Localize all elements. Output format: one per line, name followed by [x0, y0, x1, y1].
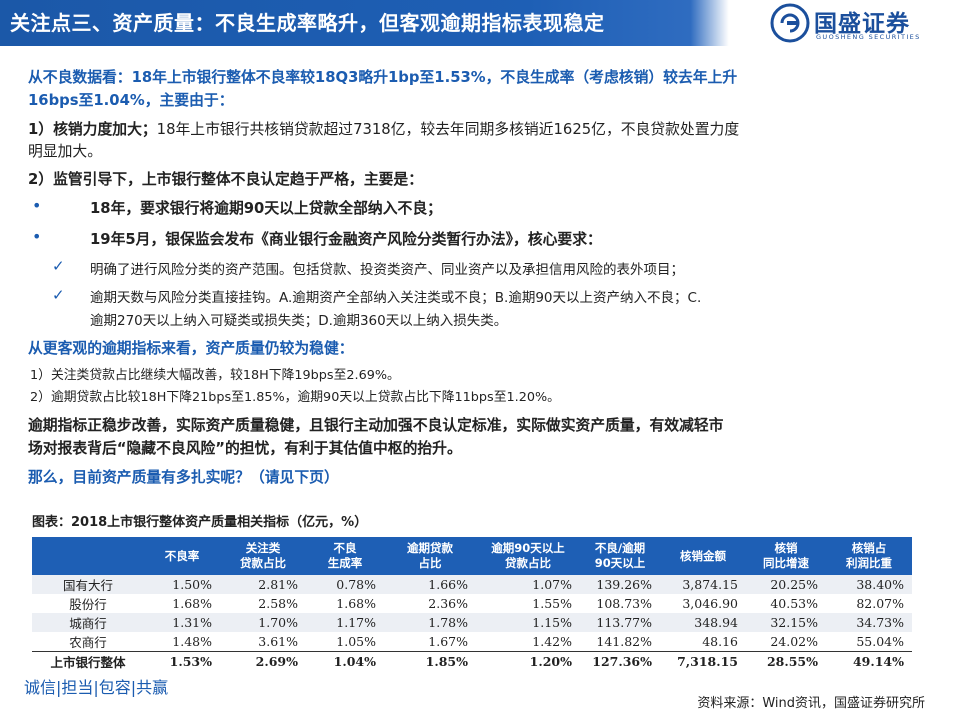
conclusion-line-1: 逾期指标正稳步改善，实际资产质量稳健，且银行主动加强不良认定标准，实际做实资产质…: [28, 417, 724, 434]
table-cell: 0.78%: [306, 575, 384, 594]
table-total-row: 上市银行整体 1.53% 2.69% 1.04% 1.85% 1.20% 127…: [32, 651, 912, 671]
check-item-2: 逾期天数与风险分类直接挂钩。A.逾期资产全部纳入关注类或不良；B.逾期90天以上…: [90, 290, 702, 306]
table-header-cell: 不良 生成率: [306, 537, 384, 575]
table-cell: 127.36%: [580, 651, 660, 671]
data-source-note: 资料来源：Wind资讯，国盛证券研究所: [697, 696, 925, 711]
table-cell: 3,046.90: [660, 594, 746, 613]
bullet-2: 19年5月，银保监会发布《商业银行金融资产风险分类暂行办法》，核心要求：: [90, 231, 602, 248]
table-cell: 24.02%: [746, 632, 826, 652]
table-cell: 40.53%: [746, 594, 826, 613]
table-cell: 113.77%: [580, 613, 660, 632]
table-header-cell: 不良/逾期 90天以上: [580, 537, 660, 575]
table-cell: 1.70%: [220, 613, 306, 632]
table-cell: 2.69%: [220, 651, 306, 671]
table-cell: 139.26%: [580, 575, 660, 594]
table-cell: 1.17%: [306, 613, 384, 632]
table-cell: 108.73%: [580, 594, 660, 613]
table-cell: 1.50%: [144, 575, 220, 594]
table-cell: 32.15%: [746, 613, 826, 632]
table-row: 城商行 1.31% 1.70% 1.17% 1.78% 1.15% 113.77…: [32, 613, 912, 632]
table-cell: 1.68%: [144, 594, 220, 613]
bullet-dot: •: [32, 227, 42, 246]
table-header-cell: 逾期90天以上 贷款占比: [476, 537, 580, 575]
overdue-heading: 从更客观的逾期指标来看，资产质量仍较为稳健：: [28, 340, 354, 357]
table-cell: 2.36%: [384, 594, 476, 613]
table-cell: 82.07%: [826, 594, 912, 613]
table-cell: 141.82%: [580, 632, 660, 652]
table-header-cell: 核销占 利润比重: [826, 537, 912, 575]
intro-line-2: 16bps至1.04%，主要由于：: [28, 92, 234, 109]
table-cell: 1.42%: [476, 632, 580, 652]
table-cell: 28.55%: [746, 651, 826, 671]
slide-title: 关注点三、资产质量：不良生成率略升，但客观逾期指标表现稳定: [10, 11, 605, 35]
table-caption: 图表：2018上市银行整体资产质量相关指标（亿元，%）: [32, 515, 368, 530]
table-header-row: 不良率 关注类 贷款占比 不良 生成率 逾期贷款 占比 逾期90天以上 贷款占比…: [32, 537, 912, 575]
asset-quality-table: 不良率 关注类 贷款占比 不良 生成率 逾期贷款 占比 逾期90天以上 贷款占比…: [32, 537, 912, 671]
check-icon: ✓: [52, 257, 65, 275]
point-1-label: 1）核销力度加大；: [28, 121, 157, 138]
logo-emblem-icon: [770, 3, 810, 43]
table-header-cell: 核销金额: [660, 537, 746, 575]
overdue-point-1: 1）关注类贷款占比继续大幅改善，较18H下降19bps至2.69%。: [30, 368, 400, 383]
table-header-cell: [32, 537, 144, 575]
table-cell: 1.48%: [144, 632, 220, 652]
table-cell: 1.66%: [384, 575, 476, 594]
table-cell: 34.73%: [826, 613, 912, 632]
table-cell: 1.78%: [384, 613, 476, 632]
table-header-cell: 关注类 贷款占比: [220, 537, 306, 575]
point-1: 1）核销力度加大；18年上市银行共核销贷款超过7318亿，较去年同期多核销近16…: [28, 118, 739, 139]
table-cell: 1.04%: [306, 651, 384, 671]
table-cell: 20.25%: [746, 575, 826, 594]
table-cell: 2.58%: [220, 594, 306, 613]
table-cell: 1.20%: [476, 651, 580, 671]
table-cell: 49.14%: [826, 651, 912, 671]
check-item-2-continued: 逾期270天以上纳入可疑类或损失类；D.逾期360天以上纳入损失类。: [90, 313, 508, 329]
check-item-1: 明确了进行风险分类的资产范围。包括贷款、投资类资产、同业资产以及承担信用风险的表…: [90, 262, 684, 278]
footer-slogan: 诚信|担当|包容|共赢: [24, 678, 169, 697]
question-line: 那么，目前资产质量有多扎实呢？（请见下页）: [28, 469, 339, 486]
table-cell: 7,318.15: [660, 651, 746, 671]
table-cell: 1.31%: [144, 613, 220, 632]
table-header-cell: 逾期贷款 占比: [384, 537, 476, 575]
table-cell: 1.67%: [384, 632, 476, 652]
overdue-point-2: 2）逾期贷款占比较18H下降21bps至1.85%，逾期90天以上贷款占比下降1…: [30, 390, 560, 405]
table-cell: 1.53%: [144, 651, 220, 671]
bullet-1: 18年，要求银行将逾期90天以上贷款全部纳入不良；: [90, 200, 442, 217]
table-cell: 1.85%: [384, 651, 476, 671]
table-header-cell: 核销 同比增速: [746, 537, 826, 575]
table-cell: 38.40%: [826, 575, 912, 594]
conclusion-line-2: 场对报表背后“隐藏不良风险”的担忧，有利于其估值中枢的抬升。: [28, 440, 462, 457]
row-label: 国有大行: [32, 575, 144, 594]
logo-text: 国盛证券: [814, 11, 910, 37]
table-cell: 348.94: [660, 613, 746, 632]
row-label: 上市银行整体: [32, 651, 144, 671]
table-cell: 1.07%: [476, 575, 580, 594]
row-label: 城商行: [32, 613, 144, 632]
point-1-continued: 明显加大。: [28, 143, 102, 160]
table-row: 股份行 1.68% 2.58% 1.68% 2.36% 1.55% 108.73…: [32, 594, 912, 613]
table-row: 农商行 1.48% 3.61% 1.05% 1.67% 1.42% 141.82…: [32, 632, 912, 652]
company-logo: 国盛证券 GUOSHENG SECURITIES: [770, 3, 955, 43]
point-1-text: 18年上市银行共核销贷款超过7318亿，较去年同期多核销近1625亿，不良贷款处…: [156, 121, 740, 138]
intro-line-1: 从不良数据看：18年上市银行整体不良率较18Q3略升1bp至1.53%，不良生成…: [28, 69, 738, 86]
bullet-dot: •: [32, 196, 42, 215]
table-row: 国有大行 1.50% 2.81% 0.78% 1.66% 1.07% 139.2…: [32, 575, 912, 594]
row-label: 股份行: [32, 594, 144, 613]
table-cell: 1.55%: [476, 594, 580, 613]
table-cell: 1.05%: [306, 632, 384, 652]
table-cell: 55.04%: [826, 632, 912, 652]
table-cell: 2.81%: [220, 575, 306, 594]
logo-subtext: GUOSHENG SECURITIES: [816, 33, 921, 41]
table-cell: 3,874.15: [660, 575, 746, 594]
table-cell: 48.16: [660, 632, 746, 652]
table-cell: 1.15%: [476, 613, 580, 632]
row-label: 农商行: [32, 632, 144, 652]
table-cell: 3.61%: [220, 632, 306, 652]
table-cell: 1.68%: [306, 594, 384, 613]
table-header-cell: 不良率: [144, 537, 220, 575]
point-2: 2）监管引导下，上市银行整体不良认定趋于严格，主要是：: [28, 171, 424, 188]
check-icon: ✓: [52, 286, 65, 304]
